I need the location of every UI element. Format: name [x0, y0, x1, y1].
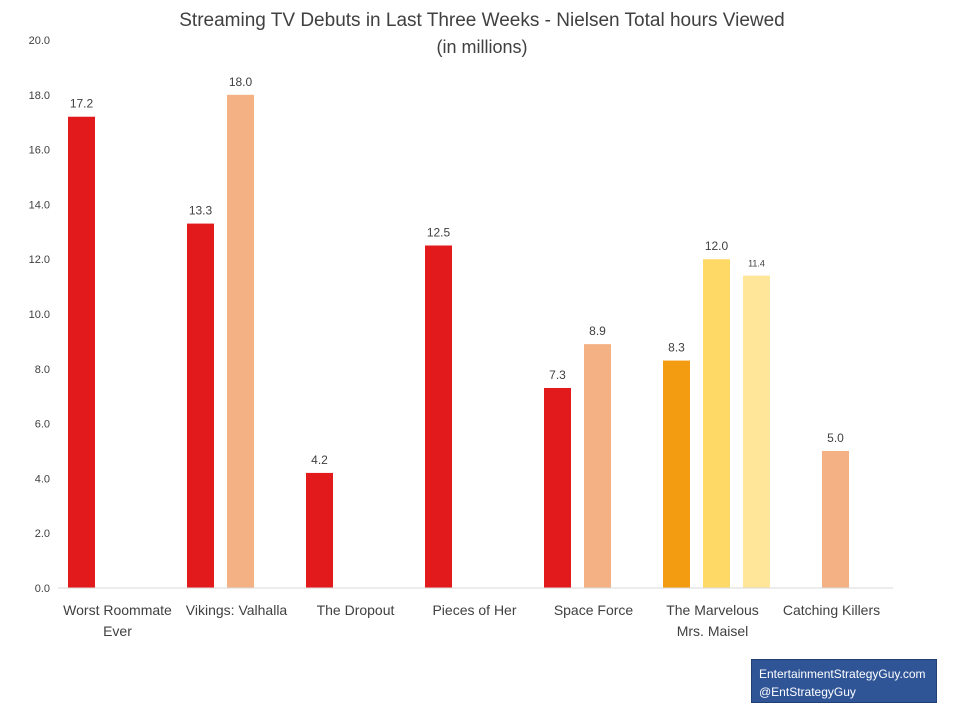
data-label: 12.5: [427, 226, 451, 240]
x-tick-label: Vikings: Valhalla: [186, 602, 288, 618]
bar: [663, 360, 690, 588]
data-label: 11.4: [748, 259, 765, 269]
bar: [187, 223, 214, 588]
credit-box: EntertainmentStrategyGuy.com @EntStrateg…: [751, 659, 937, 703]
y-tick-label: 20.0: [29, 35, 50, 47]
y-axis: 0.0 2.0 4.0 6.0 8.0 10.0 12.0 14.0 16.0 18.0 20.0: [29, 35, 50, 595]
x-tick-label: Pieces of Her: [432, 602, 516, 618]
data-label: 4.2: [311, 453, 328, 467]
x-tick-label: Ever: [103, 623, 132, 639]
x-tick-label: The Marvelous: [666, 602, 759, 618]
x-tick-label: Catching Killers: [783, 602, 880, 618]
bar: [306, 472, 333, 588]
x-tick-label: The Dropout: [317, 602, 395, 618]
credit-handle: @EntStrategyGuy: [759, 685, 856, 699]
data-label: 13.3: [189, 204, 213, 218]
bar: [703, 259, 730, 588]
y-tick-label: 14.0: [29, 199, 50, 211]
y-tick-label: 6.0: [35, 419, 50, 431]
bar: [68, 116, 95, 588]
data-label: 12.0: [705, 239, 729, 253]
bar-series: 17.2 13.3 18.0 4.2 12.5 7.3 8.9 8.3 12.0 11.4 5.0: [68, 75, 849, 589]
chart-subtitle: (in millions): [436, 37, 527, 57]
data-label: 5.0: [827, 431, 844, 445]
bar: [425, 245, 452, 588]
data-label: 8.9: [589, 324, 606, 338]
bar: [584, 344, 611, 588]
bar: [822, 451, 849, 588]
x-axis: Worst Roommate Ever Vikings: Valhalla The D…: [63, 602, 880, 639]
bar: [227, 94, 254, 589]
y-tick-label: 0.0: [35, 583, 50, 595]
data-label: 18.0: [229, 75, 253, 89]
credit-website: EntertainmentStrategyGuy.com: [759, 667, 926, 681]
y-tick-label: 4.0: [35, 473, 50, 485]
y-tick-label: 2.0: [35, 528, 50, 540]
data-label: 17.2: [70, 97, 94, 111]
bar: [544, 387, 571, 588]
x-tick-label: Space Force: [554, 602, 634, 618]
x-tick-label: Mrs. Maisel: [677, 623, 749, 639]
y-tick-label: 18.0: [29, 90, 50, 102]
bar: [743, 275, 770, 588]
y-tick-label: 10.0: [29, 309, 50, 321]
data-label: 7.3: [549, 368, 566, 382]
y-tick-label: 12.0: [29, 254, 50, 266]
y-tick-label: 16.0: [29, 145, 50, 157]
y-tick-label: 8.0: [35, 364, 50, 376]
x-tick-label: Worst Roommate: [63, 602, 172, 618]
data-label: 8.3: [668, 341, 685, 355]
chart-title: Streaming TV Debuts in Last Three Weeks …: [179, 10, 785, 31]
